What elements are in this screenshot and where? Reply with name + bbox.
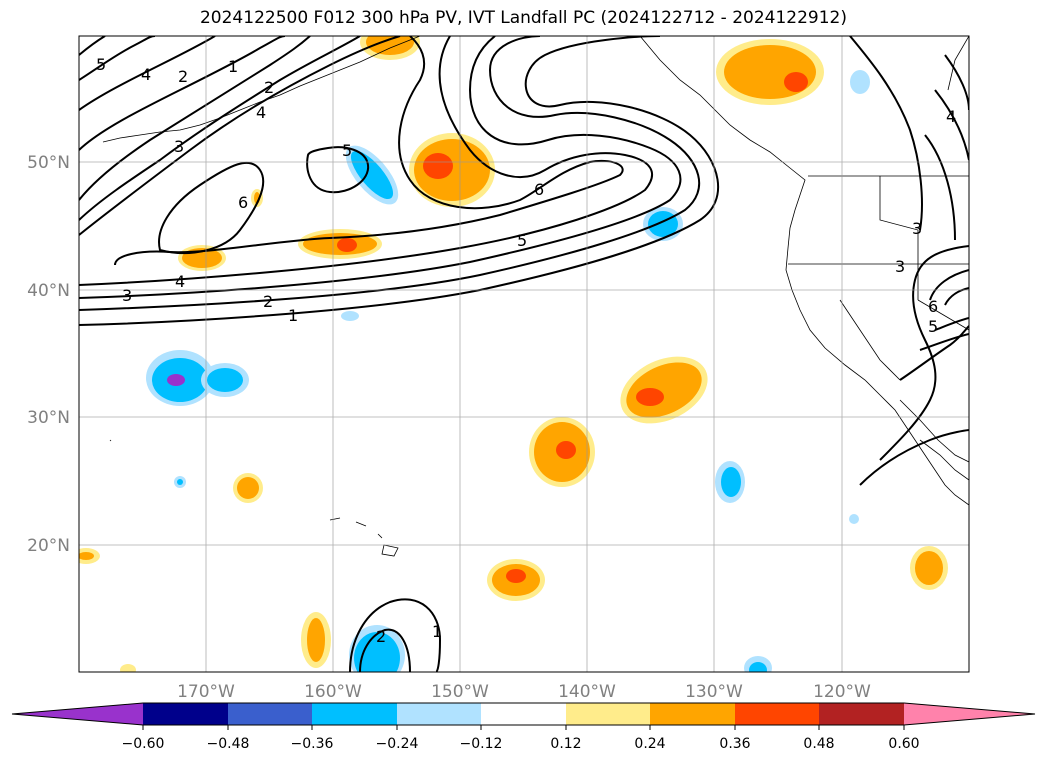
colorbar-extend-low <box>12 703 143 725</box>
colorbar-segment <box>228 703 312 725</box>
contour-label: 1 <box>288 306 298 325</box>
contour-label: 4 <box>946 107 956 126</box>
anomaly-blob <box>529 417 595 487</box>
contour-label: 6 <box>534 180 544 199</box>
anomaly-blob <box>716 39 824 105</box>
contour-label: 2 <box>264 78 274 97</box>
lon-tick-label: 150°W <box>431 682 489 702</box>
colorbar-segment <box>735 703 819 725</box>
latitude-labels: 50°N 40°N 30°N 20°N <box>27 153 70 556</box>
lat-tick-label: 20°N <box>27 536 70 556</box>
colorbar-extend-high <box>904 703 1035 725</box>
lon-tick-label: 170°W <box>177 682 235 702</box>
shaded-anomalies <box>79 36 948 672</box>
lat-tick-label: 40°N <box>27 281 70 301</box>
colorbar-tick-label: 0.36 <box>719 736 750 752</box>
map-frame <box>78 35 970 673</box>
anomaly-blob <box>298 229 382 259</box>
colorbar-segment <box>481 703 566 725</box>
contour-label: 2 <box>263 292 273 311</box>
contour-label: 4 <box>175 272 185 291</box>
lat-tick-label: 50°N <box>27 153 70 173</box>
anomaly-blob <box>79 548 100 564</box>
anomaly-blob <box>744 656 772 672</box>
colorbar: −0.60 −0.48 −0.36 −0.24 −0.12 0.12 0.24 … <box>11 702 1036 752</box>
colorbar-tick-label: −0.60 <box>122 736 165 752</box>
colorbar-segment <box>566 703 650 725</box>
lat-tick-label: 30°N <box>27 408 70 428</box>
contour-label: 3 <box>174 137 184 156</box>
contour-label: 5 <box>342 141 352 160</box>
colorbar-tick-label: 0.60 <box>888 736 919 752</box>
graticule <box>79 36 969 672</box>
contour-label: 4 <box>256 103 266 122</box>
anomaly-blob <box>850 70 870 94</box>
colorbar-segment <box>397 703 481 725</box>
anomaly-blob <box>849 514 859 524</box>
anomaly-blob <box>349 625 405 672</box>
contour-label: 1 <box>228 57 238 76</box>
anomaly-blob <box>715 461 745 503</box>
anomaly-blob <box>174 476 186 488</box>
anomaly-blob <box>910 546 948 590</box>
colorbar-segment <box>312 703 397 725</box>
contour-label: 2 <box>178 67 188 86</box>
anomaly-blob <box>233 473 263 503</box>
contour-label: 3 <box>122 286 132 305</box>
colorbar-segment <box>143 703 228 725</box>
lon-tick-label: 120°W <box>813 682 871 702</box>
contour-label: 5 <box>928 317 938 336</box>
lon-tick-label: 160°W <box>304 682 362 702</box>
anomaly-blob <box>301 612 331 668</box>
contour-label: 1 <box>432 622 442 641</box>
contour-label: 4 <box>141 65 151 84</box>
colorbar-tick-label: 0.24 <box>634 736 665 752</box>
contour-label: 3 <box>912 219 922 238</box>
lon-tick-label: 140°W <box>558 682 616 702</box>
anomaly-blob <box>360 36 420 60</box>
anomaly-blob <box>120 664 136 672</box>
contour-label: 3 <box>895 257 905 276</box>
longitude-labels: 170°W 160°W 150°W 140°W 130°W 120°W <box>177 682 871 702</box>
contour-label: 6 <box>928 297 938 316</box>
colorbar-tick-label: 0.48 <box>803 736 834 752</box>
coastlines <box>102 36 969 557</box>
anomaly-blob <box>341 311 359 321</box>
anomaly-blob <box>620 356 708 424</box>
anomaly-blob <box>146 350 249 406</box>
colorbar-tick-label: −0.36 <box>291 736 334 752</box>
anomaly-blob <box>345 145 399 205</box>
colorbar-tick-label: −0.48 <box>207 736 250 752</box>
contour-label: 5 <box>96 55 106 74</box>
colorbar-tick-label: −0.24 <box>376 736 419 752</box>
lon-tick-label: 130°W <box>685 682 743 702</box>
colorbar-segment <box>819 703 904 725</box>
colorbar-tick-label: −0.12 <box>460 736 503 752</box>
chart-title: 2024122500 F012 300 hPa PV, IVT Landfall… <box>199 8 847 28</box>
contour-label: 6 <box>238 193 248 212</box>
pv-contours <box>79 36 969 672</box>
colorbar-tick-label: 0.12 <box>550 736 581 752</box>
anomaly-blob <box>409 133 495 207</box>
contour-label: 5 <box>517 231 527 250</box>
anomaly-blob <box>487 559 545 601</box>
colorbar-segment <box>650 703 735 725</box>
contour-label: 2 <box>376 627 386 646</box>
contour-labels: 5 4 2 1 2 4 3 5 6 6 5 4 3 2 1 2 1 3 6 5 … <box>96 55 956 646</box>
